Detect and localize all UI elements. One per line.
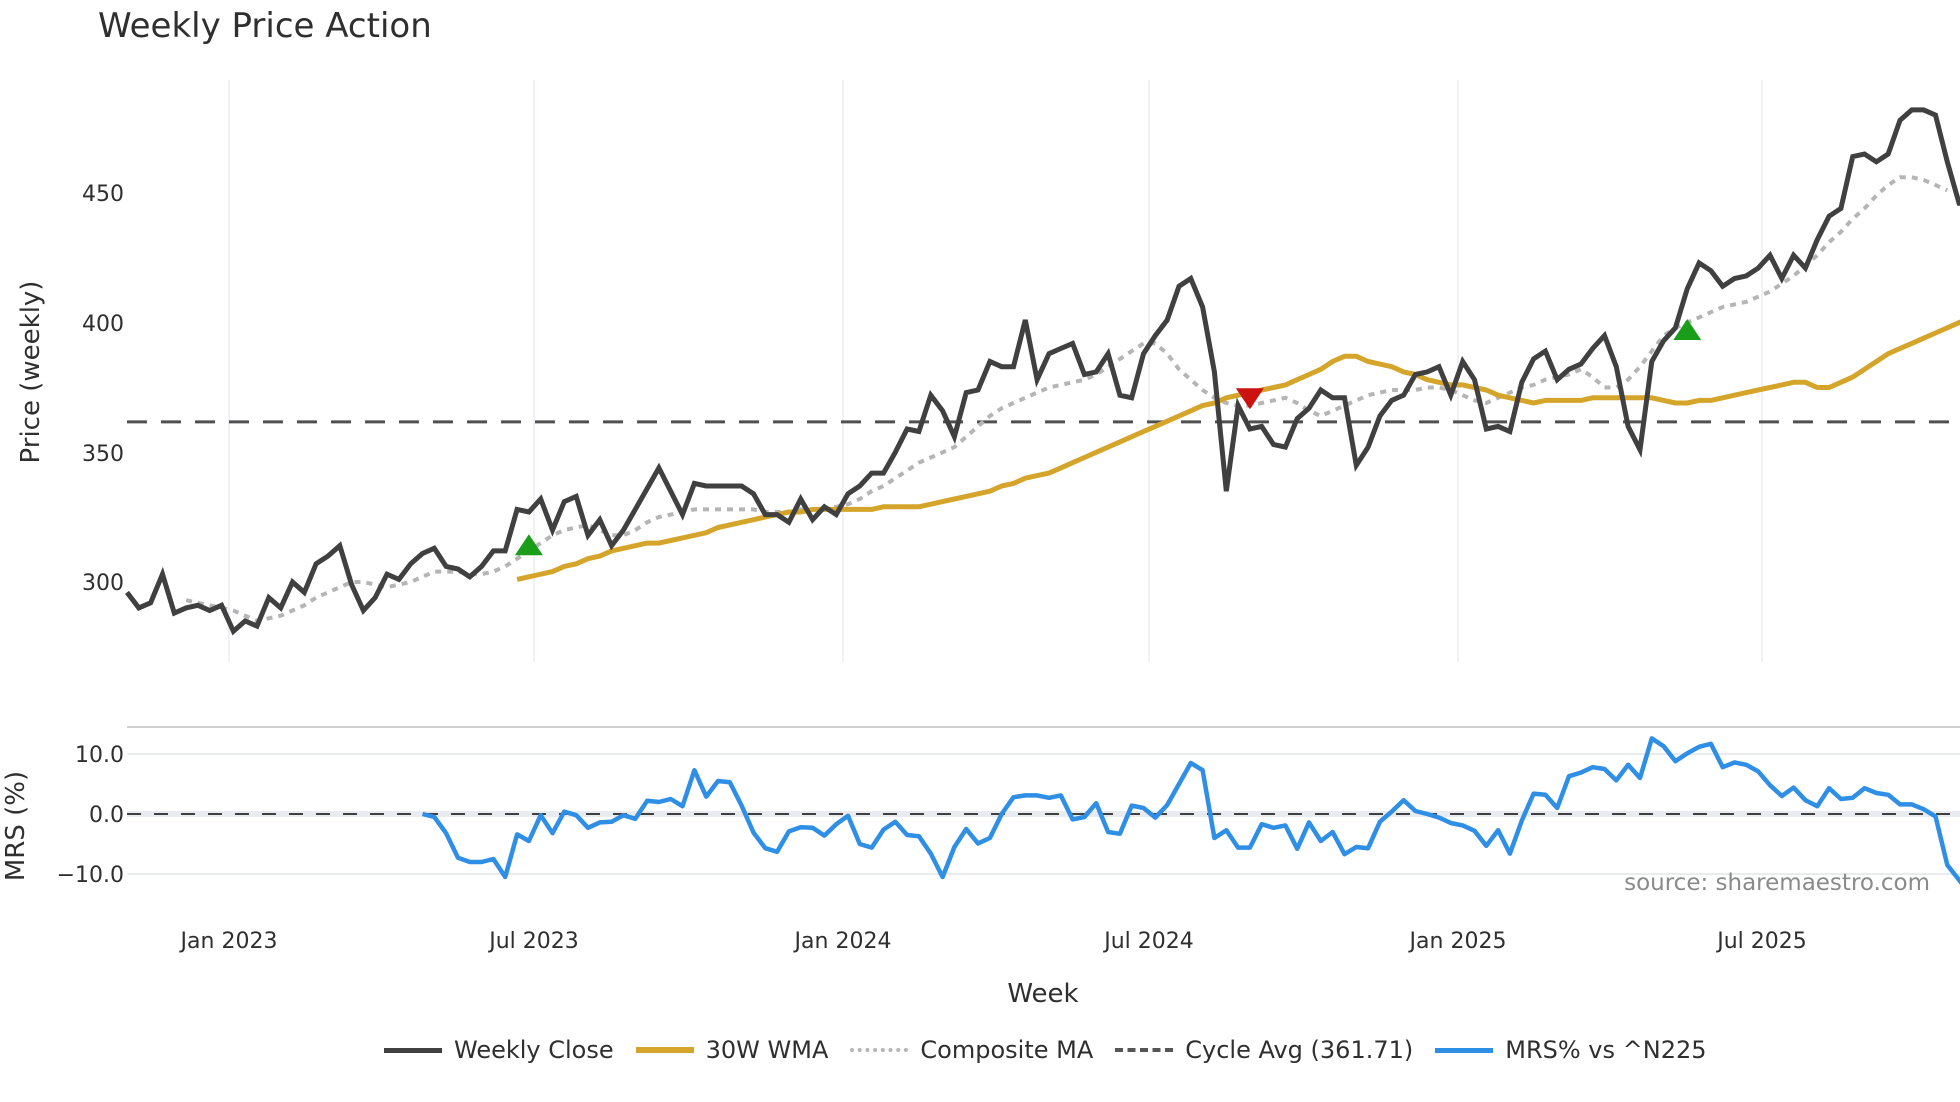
price-vertical-gridlines (228, 80, 1763, 662)
legend: Weekly Close 30W WMA Composite MA Cycle … (384, 1036, 1729, 1064)
wma-swatch-icon (635, 1047, 694, 1053)
composite-ma-line (185, 175, 1949, 623)
mrs-ylabel: MRS (%) (1, 771, 31, 881)
composite-ma-swatch-icon (850, 1048, 909, 1052)
legend-item-cycle-avg[interactable]: Cycle Avg (361.71) (1115, 1036, 1413, 1064)
signal-markers (514, 318, 1702, 556)
mrs-tick-neg10: −10.0 (57, 863, 124, 888)
legend-label: 30W WMA (705, 1036, 829, 1064)
mrs-gridlines (127, 726, 1960, 875)
price-tick-400: 400 (82, 312, 124, 337)
legend-item-weekly-close[interactable]: Weekly Close (384, 1036, 614, 1064)
cycle-avg-swatch-icon (1115, 1048, 1174, 1052)
legend-label: Cycle Avg (361.71) (1185, 1036, 1414, 1064)
mrs-tick-10: 10.0 (75, 743, 124, 768)
buy-signal-triangle-up-icon (514, 534, 543, 556)
x-tick-jul-2025: Jul 2025 (1715, 929, 1807, 954)
wma-30w-line (516, 319, 1960, 582)
legend-item-30w-wma[interactable]: 30W WMA (635, 1036, 829, 1064)
x-tick-jan-2024: Jan 2024 (793, 929, 892, 954)
legend-label: MRS% vs ^N225 (1505, 1036, 1707, 1064)
legend-item-mrs[interactable]: MRS% vs ^N225 (1435, 1036, 1707, 1064)
price-ylabel: Price (weekly) (16, 281, 46, 464)
legend-label: Weekly Close (454, 1036, 614, 1064)
source-note: source: sharemaestro.com (1624, 870, 1930, 896)
legend-item-composite-ma[interactable]: Composite MA (850, 1036, 1093, 1064)
x-axis-title: Week (1007, 979, 1078, 1009)
legend-label: Composite MA (920, 1036, 1094, 1064)
buy-signal-triangle-up-icon (1673, 318, 1702, 340)
mrs-swatch-icon (1435, 1047, 1494, 1053)
sell-signal-triangle-down-icon (1235, 388, 1264, 410)
mrs-tick-0: 0.0 (89, 803, 124, 828)
price-tick-300: 300 (82, 571, 124, 596)
price-tick-350: 350 (82, 442, 124, 467)
weekly-close-swatch-icon (384, 1047, 442, 1053)
weekly-close-line (125, 107, 1960, 636)
chart-title: Weekly Price Action (98, 6, 432, 46)
mrs-line (421, 736, 1960, 885)
x-tick-jan-2025: Jan 2025 (1408, 929, 1507, 954)
x-tick-jul-2023: Jul 2023 (487, 929, 579, 954)
price-tick-450: 450 (82, 182, 124, 207)
x-tick-jul-2024: Jul 2024 (1102, 929, 1194, 954)
x-tick-jan-2023: Jan 2023 (179, 929, 278, 954)
